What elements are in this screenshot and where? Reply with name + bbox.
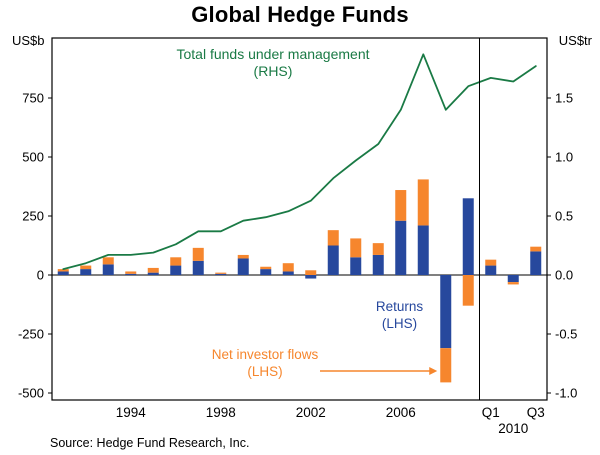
annotation-net-investor-flows-text: Net investor flows bbox=[211, 347, 319, 362]
annotation-total-funds-sub: (RHS) bbox=[253, 63, 293, 79]
svg-text:2002: 2002 bbox=[296, 405, 326, 420]
svg-text:500: 500 bbox=[22, 150, 44, 165]
left-axis-unit: US$b bbox=[12, 33, 45, 48]
svg-text:-1.0: -1.0 bbox=[555, 386, 577, 401]
annotation-returns-sub: (LHS) bbox=[381, 316, 418, 331]
svg-text:250: 250 bbox=[22, 209, 44, 224]
annotation-total-funds-text: Total funds under management bbox=[176, 46, 370, 62]
annotation-returns-text: Returns bbox=[375, 299, 424, 314]
svg-text:1998: 1998 bbox=[206, 405, 236, 420]
svg-text:1994: 1994 bbox=[116, 405, 147, 420]
svg-text:-0.5: -0.5 bbox=[555, 327, 577, 342]
svg-text:Q1: Q1 bbox=[482, 405, 500, 420]
svg-text:2010: 2010 bbox=[498, 421, 528, 436]
svg-text:2006: 2006 bbox=[386, 405, 416, 420]
source-note: Source: Hedge Fund Research, Inc. bbox=[50, 436, 250, 450]
svg-text:-500: -500 bbox=[18, 386, 44, 401]
annotation-returns: Returns (LHS) bbox=[352, 298, 447, 332]
svg-text:750: 750 bbox=[22, 91, 44, 106]
svg-text:1.5: 1.5 bbox=[555, 91, 573, 106]
annotation-net-investor-flows: Net investor flows (LHS) bbox=[190, 346, 340, 380]
svg-text:0.0: 0.0 bbox=[555, 268, 573, 283]
svg-text:0.5: 0.5 bbox=[555, 209, 573, 224]
chart-title: Global Hedge Funds bbox=[191, 2, 409, 27]
svg-text:-250: -250 bbox=[18, 327, 44, 342]
svg-text:Q3: Q3 bbox=[527, 405, 545, 420]
annotation-total-funds: Total funds under management (RHS) bbox=[128, 46, 418, 80]
right-axis-unit: US$tr bbox=[558, 33, 592, 48]
svg-text:0: 0 bbox=[37, 268, 44, 283]
annotation-net-investor-flows-sub: (LHS) bbox=[247, 364, 283, 379]
svg-text:1.0: 1.0 bbox=[555, 150, 573, 165]
